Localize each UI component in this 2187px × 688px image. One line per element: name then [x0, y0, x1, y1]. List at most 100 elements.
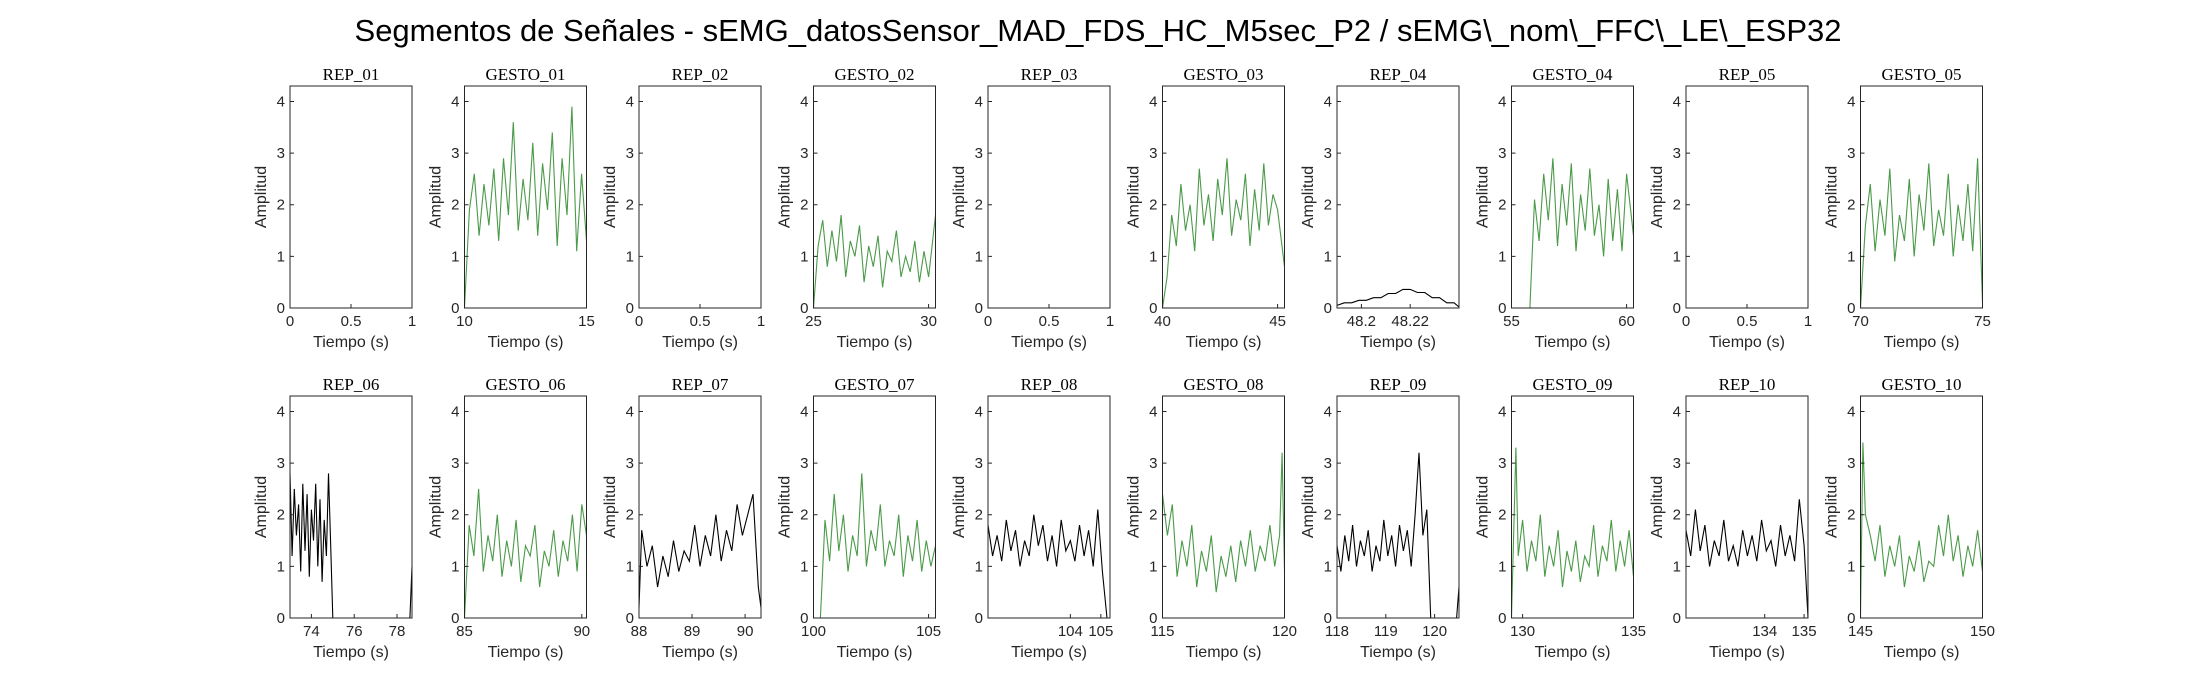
- y-tick-label: 4: [1498, 93, 1506, 110]
- series-line: [1859, 158, 1984, 309]
- series-line: [1336, 288, 1460, 308]
- y-tick-label: 4: [451, 93, 459, 110]
- x-tick-label: 0.5: [341, 313, 362, 330]
- y-axis-label: Amplitud: [1300, 166, 1317, 228]
- subplot-rep-02: 0 1 2 3 4 0 0.5 1 REP_02 Tiempo (s) Amplitud: [602, 65, 765, 351]
- axes-box: [1685, 395, 1809, 619]
- y-tick-label: 2: [1324, 507, 1332, 524]
- y-tick-label: 4: [277, 93, 285, 110]
- x-tick-label: 115: [1151, 623, 1175, 640]
- x-tick-label: 48.22: [1391, 313, 1429, 330]
- series-line: [1511, 158, 1635, 309]
- x-axis-label: Tiempo (s): [1535, 334, 1611, 351]
- y-tick-label: 1: [1498, 558, 1506, 575]
- x-tick-label: 1: [1804, 313, 1812, 330]
- y-tick-label: 3: [1324, 145, 1332, 162]
- subplot-gesto-07: 0 1 2 3 4 100 105 GESTO_07 Tiempo (s) Amplitud: [777, 375, 942, 661]
- y-tick-label: 2: [1149, 507, 1157, 524]
- y-tick-label: 0: [451, 300, 459, 317]
- x-tick-label: 15: [578, 313, 595, 330]
- x-tick-label: 85: [456, 623, 473, 640]
- x-axis-label: Tiempo (s): [1709, 334, 1785, 351]
- y-tick-label: 0: [1498, 610, 1506, 627]
- axes-box: [1336, 85, 1460, 309]
- series-line: [1859, 442, 1984, 619]
- x-tick-label: 60: [1618, 313, 1635, 330]
- subplot-title: REP_07: [672, 375, 729, 394]
- subplot-gesto-03: 0 1 2 3 4 40 45 GESTO_03 Tiempo (s) Amplitud: [1126, 65, 1286, 351]
- y-tick-label: 0: [1324, 300, 1332, 317]
- y-tick-label: 4: [1673, 93, 1681, 110]
- y-tick-label: 0: [975, 300, 983, 317]
- axes-box: [1162, 85, 1285, 309]
- series-line: [1161, 158, 1286, 309]
- axes-box: [813, 395, 936, 619]
- y-tick-label: 4: [800, 403, 808, 420]
- y-tick-label: 0: [626, 300, 634, 317]
- y-tick-label: 4: [1673, 403, 1681, 420]
- y-tick-label: 3: [1673, 455, 1681, 472]
- y-tick-label: 3: [1847, 455, 1855, 472]
- axes-box: [1511, 395, 1634, 619]
- y-axis-label: Amplitud: [1649, 166, 1666, 228]
- y-tick-label: 2: [1673, 197, 1681, 214]
- x-tick-label: 0.5: [1737, 313, 1758, 330]
- x-axis-label: Tiempo (s): [1535, 644, 1611, 661]
- subplot-title: REP_06: [323, 375, 380, 394]
- axes-box: [289, 395, 413, 619]
- x-tick-label: 90: [573, 623, 590, 640]
- x-tick-label: 105: [1088, 623, 1113, 640]
- y-tick-label: 0: [1498, 300, 1506, 317]
- series-line: [812, 215, 937, 309]
- x-tick-label: 120: [1422, 623, 1447, 640]
- series-line: [1510, 447, 1635, 619]
- x-axis-label: Tiempo (s): [837, 334, 913, 351]
- x-axis-label: Tiempo (s): [662, 334, 738, 351]
- series-line: [1685, 499, 1809, 619]
- x-tick-label: 120: [1272, 623, 1297, 640]
- x-tick-label: 104: [1058, 623, 1083, 640]
- x-tick-label: 74: [303, 623, 320, 640]
- figure-title: Segmentos de Señales - sEMG_datosSensor_…: [355, 13, 1842, 48]
- y-tick-label: 0: [800, 610, 808, 627]
- y-tick-label: 4: [975, 93, 983, 110]
- y-tick-label: 2: [626, 507, 634, 524]
- x-tick-label: 10: [456, 313, 473, 330]
- y-tick-label: 4: [1324, 403, 1332, 420]
- axes-box: [638, 85, 762, 309]
- subplot-title: REP_10: [1719, 375, 1776, 394]
- series-line: [463, 106, 588, 309]
- subplot-title: GESTO_03: [1184, 65, 1264, 84]
- subplot-title: GESTO_07: [835, 375, 915, 394]
- y-tick-label: 2: [1847, 507, 1855, 524]
- y-tick-label: 4: [626, 403, 634, 420]
- y-axis-label: Amplitud: [951, 476, 968, 538]
- x-tick-label: 0: [1682, 313, 1690, 330]
- y-tick-label: 1: [1847, 248, 1855, 265]
- y-axis-label: Amplitud: [951, 166, 968, 228]
- y-tick-label: 2: [1149, 197, 1157, 214]
- x-tick-label: 150: [1970, 623, 1995, 640]
- series-line: [987, 509, 1108, 619]
- x-axis-label: Tiempo (s): [313, 644, 389, 661]
- y-tick-label: 0: [451, 610, 459, 627]
- x-axis-label: Tiempo (s): [662, 644, 738, 661]
- y-tick-label: 0: [1673, 300, 1681, 317]
- y-tick-label: 0: [800, 300, 808, 317]
- y-tick-label: 3: [1149, 145, 1157, 162]
- subplot-rep-06: 0 1 2 3 4 74 76 78 REP_06 Tiempo (s) Amplitud: [253, 375, 413, 661]
- subplot-gesto-06: 0 1 2 3 4 85 90 GESTO_06 Tiempo (s) Amplitud: [428, 375, 591, 661]
- y-tick-label: 1: [277, 248, 285, 265]
- subplot-title: REP_01: [323, 65, 380, 84]
- y-tick-label: 2: [800, 197, 808, 214]
- x-axis-label: Tiempo (s): [1360, 644, 1436, 661]
- y-tick-label: 3: [1498, 145, 1506, 162]
- x-tick-label: 134: [1752, 623, 1777, 640]
- x-tick-label: 0: [984, 313, 992, 330]
- y-tick-label: 1: [451, 558, 459, 575]
- x-tick-label: 78: [389, 623, 406, 640]
- y-tick-label: 2: [451, 507, 459, 524]
- axes-box: [289, 85, 413, 309]
- x-tick-label: 119: [1374, 623, 1398, 640]
- series-line: [463, 488, 588, 619]
